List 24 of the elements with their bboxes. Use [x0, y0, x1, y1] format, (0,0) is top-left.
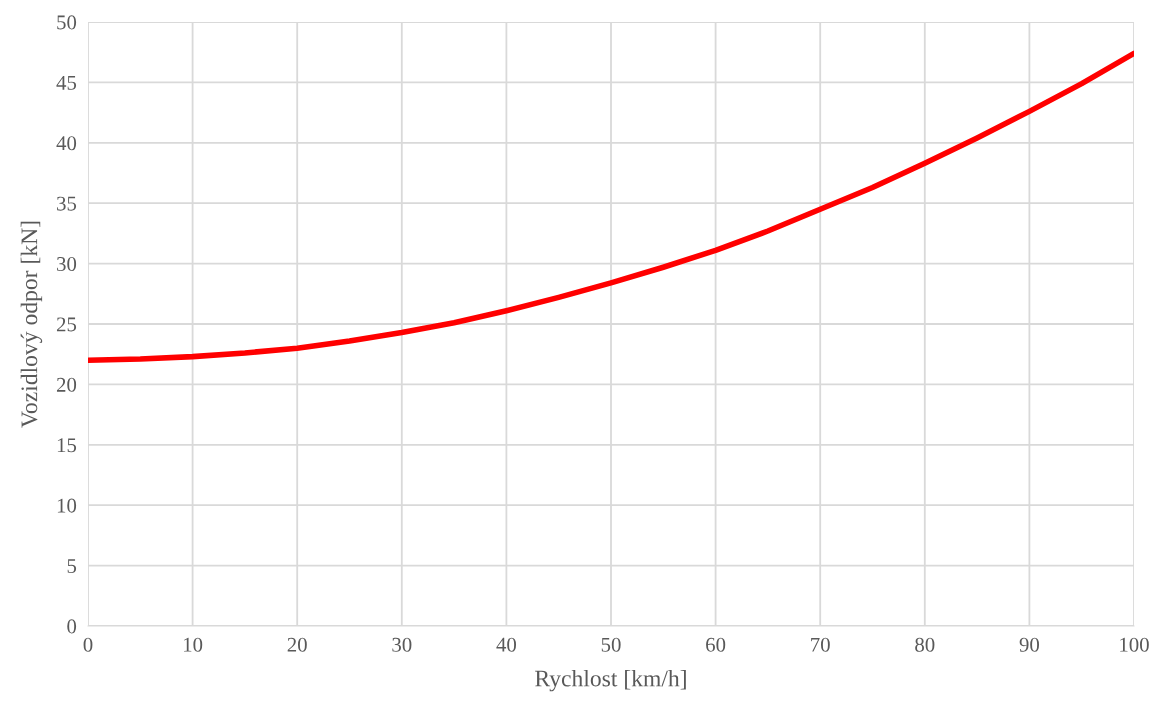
y-tick-label: 30 [57, 256, 77, 272]
x-tick-label: 10 [184, 637, 203, 652]
y-tick-label: 25 [56, 317, 77, 332]
y-tick-label: 50 [57, 15, 77, 30]
x-tick-label: 70 [811, 637, 830, 652]
y-tick-label: 10 [57, 498, 77, 513]
y-tick-label: 5 [67, 559, 77, 574]
x-tick-label: 90 [1019, 637, 1040, 652]
x-tick-label: 60 [706, 637, 726, 652]
x-tick-label: 80 [915, 637, 935, 652]
y-tick-label: 35 [57, 196, 77, 211]
x-axis-title: Rychlost [km/h] [535, 669, 686, 692]
x-tick-label: 100 [1120, 637, 1149, 652]
y-tick-label: 15 [57, 438, 77, 453]
y-tick-label: 0 [67, 619, 77, 634]
x-tick-label: 50 [601, 637, 621, 652]
x-tick-label: 40 [496, 637, 517, 652]
y-axis-title: Vozidlový odpor [kN] [20, 221, 43, 428]
y-tick-label: 45 [56, 75, 77, 90]
y-tick-label: 40 [56, 136, 77, 151]
x-tick-label: 20 [287, 637, 307, 652]
x-tick-label: 30 [392, 637, 412, 652]
y-tick-label: 20 [56, 377, 77, 392]
x-tick-label: 0 [83, 637, 93, 652]
